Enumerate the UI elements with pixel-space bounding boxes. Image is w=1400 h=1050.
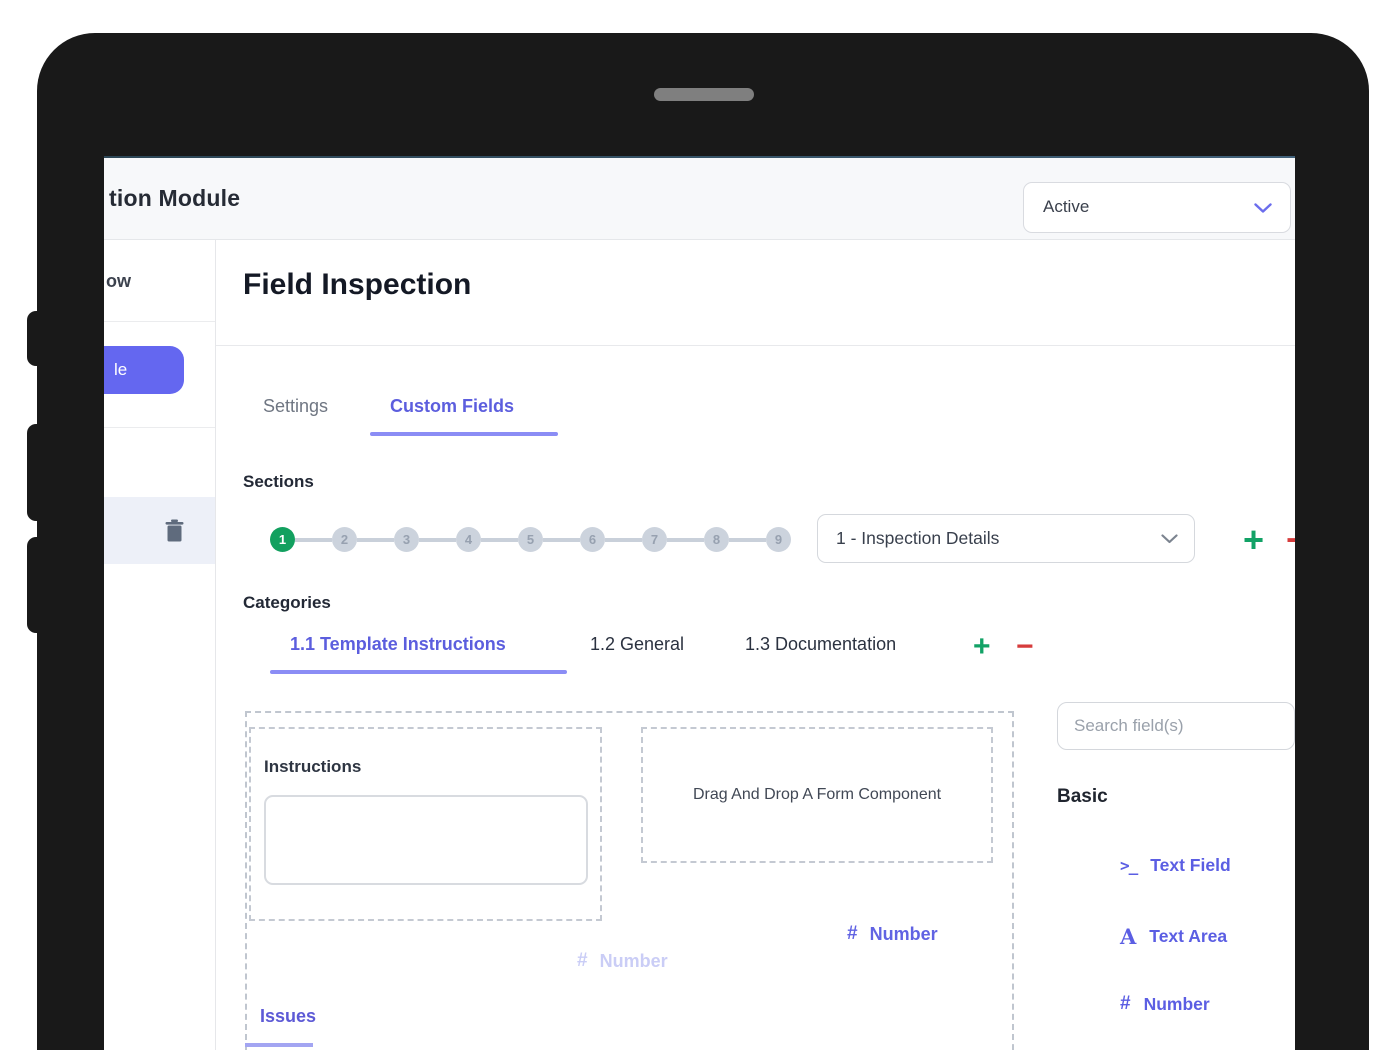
- tablet-side-button-2: [27, 424, 43, 521]
- main-panel: Field Inspection Settings Custom Fields …: [216, 240, 1295, 1050]
- palette-item-text-field[interactable]: >_ Text Field: [1120, 855, 1231, 876]
- drag-drop-zone[interactable]: Drag And Drop A Form Component: [641, 727, 993, 863]
- category-tab-template-instructions[interactable]: 1.1 Template Instructions: [290, 634, 506, 654]
- form-builder-canvas[interactable]: Instructions Drag And Drop A Form Compon…: [245, 711, 1014, 1050]
- sidebar-selected-row[interactable]: [104, 497, 215, 564]
- sidebar-divider: [104, 427, 215, 428]
- step-1[interactable]: 1: [270, 527, 295, 552]
- module-title: tion Module: [109, 185, 241, 211]
- step-connector: [605, 537, 642, 542]
- step-6[interactable]: 6: [580, 527, 605, 552]
- remove-category-button[interactable]: −: [1016, 630, 1034, 663]
- placed-number-field[interactable]: # Number: [847, 923, 938, 945]
- step-2[interactable]: 2: [332, 527, 357, 552]
- issues-underline: [245, 1043, 313, 1047]
- palette-item-label: Text Area: [1149, 926, 1228, 946]
- hash-icon: #: [1120, 993, 1131, 1014]
- sidebar-item-label: ow: [106, 271, 131, 291]
- step-3[interactable]: 3: [394, 527, 419, 552]
- chevron-down-icon: [1254, 203, 1272, 213]
- add-section-button[interactable]: +: [1243, 519, 1265, 560]
- step-connector: [729, 537, 766, 542]
- category-tab-documentation[interactable]: 1.3 Documentation: [745, 634, 897, 654]
- letter-a-icon: A: [1120, 924, 1137, 949]
- step-connector: [357, 537, 394, 542]
- section-select[interactable]: 1 - Inspection Details: [817, 514, 1195, 563]
- step-connector: [667, 537, 704, 542]
- instructions-field-label: Instructions: [264, 757, 362, 776]
- chevron-down-icon: [1161, 534, 1178, 544]
- palette-item-number[interactable]: # Number: [1120, 993, 1210, 1015]
- screen-top-edge: [104, 156, 1295, 158]
- active-tab-indicator: [370, 432, 558, 436]
- header-divider: [216, 345, 1295, 346]
- instructions-textarea[interactable]: [264, 795, 588, 885]
- section-select-value: 1 - Inspection Details: [836, 528, 1000, 548]
- sections-stepper: 1 2 3 4 5 6 7 8 9: [270, 527, 791, 552]
- page-title: Field Inspection: [243, 268, 472, 301]
- app-screen: tion Module Active ow le: [104, 156, 1295, 1050]
- sidebar-module-button[interactable]: le: [104, 346, 184, 394]
- terminal-icon: >_: [1120, 856, 1138, 875]
- categories-label: Categories: [243, 593, 331, 612]
- tab-settings[interactable]: Settings: [263, 396, 329, 416]
- add-category-button[interactable]: +: [973, 630, 991, 663]
- step-connector: [481, 537, 518, 542]
- sidebar: ow le: [104, 240, 216, 1050]
- step-9[interactable]: 9: [766, 527, 791, 552]
- status-dropdown-value: Active: [1043, 197, 1090, 216]
- category-tab-general[interactable]: 1.2 General: [590, 634, 685, 654]
- content-area: ow le Field Inspection Settings Custom: [104, 240, 1295, 1050]
- palette-item-text-area[interactable]: A Text Area: [1120, 924, 1227, 949]
- search-fields-input[interactable]: [1057, 702, 1295, 750]
- step-connector: [543, 537, 580, 542]
- app-header: tion Module Active: [104, 158, 1295, 240]
- ghost-field-label: Number: [599, 950, 668, 971]
- field-palette: Basic >_ Text Field A Text Area # Number: [1057, 702, 1295, 1014]
- palette-item-label: Number: [1143, 993, 1210, 1014]
- palette-item-label: Text Field: [1150, 855, 1231, 875]
- issues-field[interactable]: Issues: [260, 1006, 317, 1026]
- tablet-camera-bar: [654, 88, 754, 101]
- tablet-side-button-3: [27, 537, 43, 633]
- tab-custom-fields[interactable]: Custom Fields: [390, 396, 515, 416]
- step-7[interactable]: 7: [642, 527, 667, 552]
- step-8[interactable]: 8: [704, 527, 729, 552]
- hash-icon: #: [577, 950, 588, 971]
- step-connector: [419, 537, 456, 542]
- status-dropdown[interactable]: Active: [1023, 182, 1291, 233]
- tablet-side-button-1: [27, 311, 43, 366]
- dragging-number-field-ghost: # Number: [577, 950, 668, 972]
- remove-section-button[interactable]: −: [1286, 522, 1295, 558]
- palette-group-basic: Basic: [1057, 786, 1108, 807]
- sections-label: Sections: [243, 472, 314, 491]
- instructions-field-block[interactable]: Instructions: [249, 727, 602, 921]
- hash-icon: #: [847, 923, 858, 944]
- placed-field-label: Number: [869, 923, 938, 944]
- step-4[interactable]: 4: [456, 527, 481, 552]
- step-connector: [295, 537, 332, 542]
- active-category-indicator: [270, 670, 567, 674]
- sidebar-item-workflow[interactable]: ow: [104, 240, 215, 322]
- trash-icon[interactable]: [164, 519, 185, 543]
- drag-drop-zone-text: Drag And Drop A Form Component: [692, 786, 942, 803]
- step-5[interactable]: 5: [518, 527, 543, 552]
